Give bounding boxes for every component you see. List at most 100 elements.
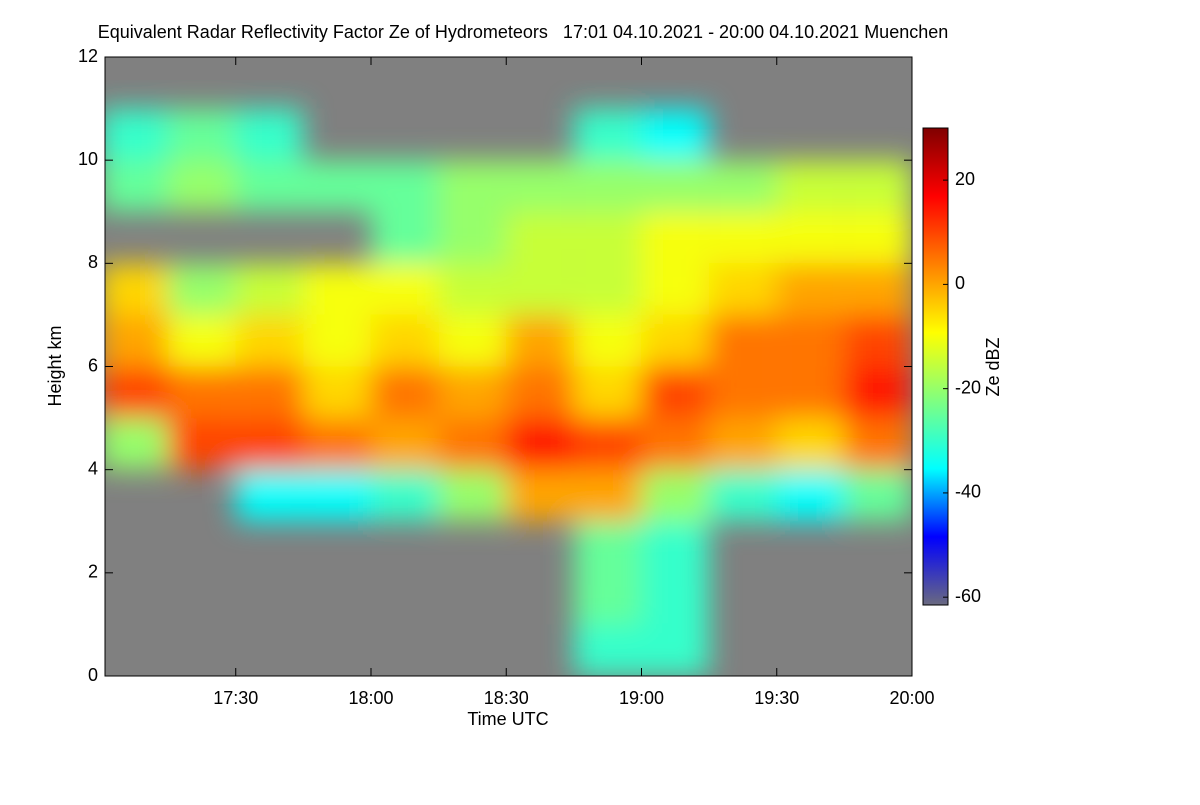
heatmap-cell [105,366,169,419]
x-tick-label: 17:30 [213,688,258,708]
y-tick-label: 8 [88,252,98,272]
heatmap-cell [709,366,777,419]
heatmap-cell [506,314,574,367]
heatmap-cell [641,572,710,625]
heatmap-cell [235,160,304,212]
x-axis-label: Time UTC [467,709,548,729]
y-axis-label: Height km [45,325,65,406]
heatmap-cell [709,314,777,367]
heatmap-cell [168,314,236,367]
colorbar [922,127,949,606]
heatmap-cell [573,624,642,676]
x-tick-label: 18:00 [348,688,393,708]
heatmap-cell [776,211,845,264]
heatmap-cell [844,211,912,264]
heatmap-cell [844,314,912,367]
heatmap-cell [370,469,439,522]
chart-title: Equivalent Radar Reflectivity Factor Ze … [98,22,949,42]
heatmap-cell [776,469,845,522]
heatmap-cell [641,108,710,161]
heatmap-cell [303,469,371,522]
heatmap-cell [438,366,507,419]
heatmap-cell [641,263,710,315]
heatmap-cell [844,160,912,212]
colorbar-tick-label: -20 [955,377,981,397]
heatmap-cell [776,160,845,212]
heatmap-cell [168,160,236,212]
heatmap-cell [641,521,710,573]
heatmap-cell [370,366,439,419]
y-tick-label: 4 [88,458,98,478]
y-tick-label: 10 [78,149,98,169]
x-tick-label: 20:00 [889,688,934,708]
heatmap-cell [573,160,642,212]
heatmap-cell [776,418,845,470]
heatmap-cell [168,366,236,419]
heatmap-cell [370,263,439,315]
heatmap-cell [573,108,642,161]
heatmap-cell [776,366,845,419]
heatmap-cell [303,314,371,367]
heatmap-cell [303,366,371,419]
heatmap-cell [370,418,439,470]
heatmap-cell [641,160,710,212]
heatmap-cell [168,418,236,470]
heatmap [105,108,912,676]
heatmap-cell [641,469,710,522]
heatmap-cell [709,418,777,470]
heatmap-cell [235,418,304,470]
heatmap-cell [370,160,439,212]
heatmap-cell [573,418,642,470]
heatmap-cell [641,418,710,470]
y-tick-label: 12 [78,46,98,66]
heatmap-cell [506,160,574,212]
heatmap-cell [235,108,304,161]
heatmap-cell [438,263,507,315]
heatmap-cell [844,366,912,419]
heatmap-cell [573,211,642,264]
heatmap-cell [235,469,304,522]
heatmap-cell [641,366,710,419]
heatmap-cell [438,469,507,522]
heatmap-cell [506,211,574,264]
heatmap-cell [303,263,371,315]
heatmap-cell [438,418,507,470]
x-tick-label: 19:30 [754,688,799,708]
y-tick-label: 0 [88,665,98,685]
heatmap-cell [438,160,507,212]
colorbar-tick-label: 20 [955,169,975,189]
colorbar-label: Ze dBZ [983,337,1003,396]
heatmap-cell [105,160,169,212]
heatmap-cell [506,418,574,470]
heatmap-cell [709,211,777,264]
heatmap-cell [709,469,777,522]
heatmap-cell [573,366,642,419]
heatmap-cell [506,469,574,522]
heatmap-cell [844,418,912,470]
heatmap-cell [303,418,371,470]
colorbar-tick-label: -40 [955,482,981,502]
heatmap-cell [506,366,574,419]
heatmap-cell [573,314,642,367]
heatmap-cell [641,624,710,676]
heatmap-cell [105,418,169,470]
heatmap-cell [168,108,236,161]
colorbar-tick-label: -60 [955,586,981,606]
heatmap-cell [438,314,507,367]
heatmap-cell [573,469,642,522]
heatmap-cell [573,572,642,625]
heatmap-cell [641,211,710,264]
heatmap-cell [844,469,912,522]
heatmap-cell [641,314,710,367]
heatmap-cell [235,314,304,367]
heatmap-cell [168,263,236,315]
heatmap-cell [573,521,642,573]
colorbar-tick-label: 0 [955,273,965,293]
y-tick-label: 6 [88,355,98,375]
heatmap-cell [235,263,304,315]
x-tick-label: 19:00 [619,688,664,708]
heatmap-cell [776,314,845,367]
heatmap-cell [844,263,912,315]
y-tick-label: 2 [88,562,98,582]
heatmap-cell [438,211,507,264]
